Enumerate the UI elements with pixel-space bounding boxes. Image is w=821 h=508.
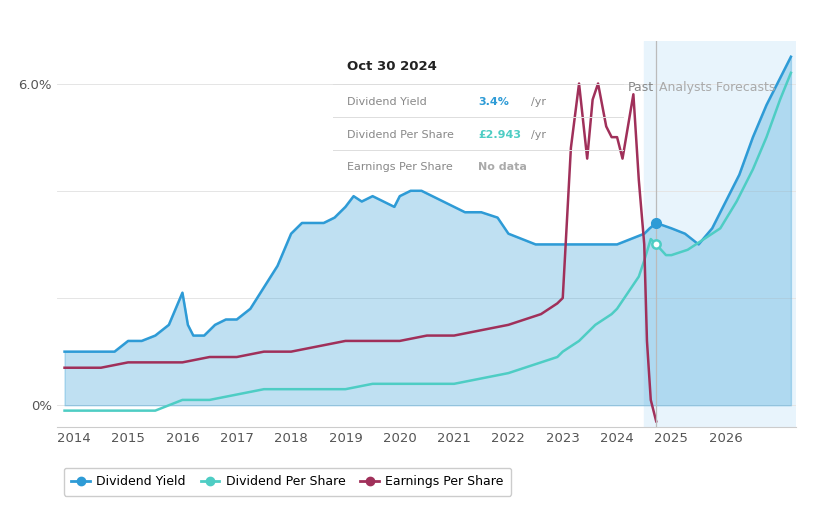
- Text: Earnings Per Share: Earnings Per Share: [347, 162, 453, 172]
- Bar: [644, 41, 796, 427]
- Text: Oct 30 2024: Oct 30 2024: [347, 59, 437, 73]
- Text: /yr: /yr: [530, 130, 546, 140]
- Text: 3.4%: 3.4%: [478, 97, 509, 107]
- Text: Dividend Per Share: Dividend Per Share: [347, 130, 454, 140]
- Legend: Dividend Yield, Dividend Per Share, Earnings Per Share: Dividend Yield, Dividend Per Share, Earn…: [64, 468, 511, 496]
- Text: /yr: /yr: [530, 97, 546, 107]
- Text: No data: No data: [478, 162, 527, 172]
- Text: Dividend Yield: Dividend Yield: [347, 97, 427, 107]
- Text: Past: Past: [627, 81, 654, 94]
- Text: Analysts Forecasts: Analysts Forecasts: [659, 81, 775, 94]
- Text: £2.943: £2.943: [478, 130, 521, 140]
